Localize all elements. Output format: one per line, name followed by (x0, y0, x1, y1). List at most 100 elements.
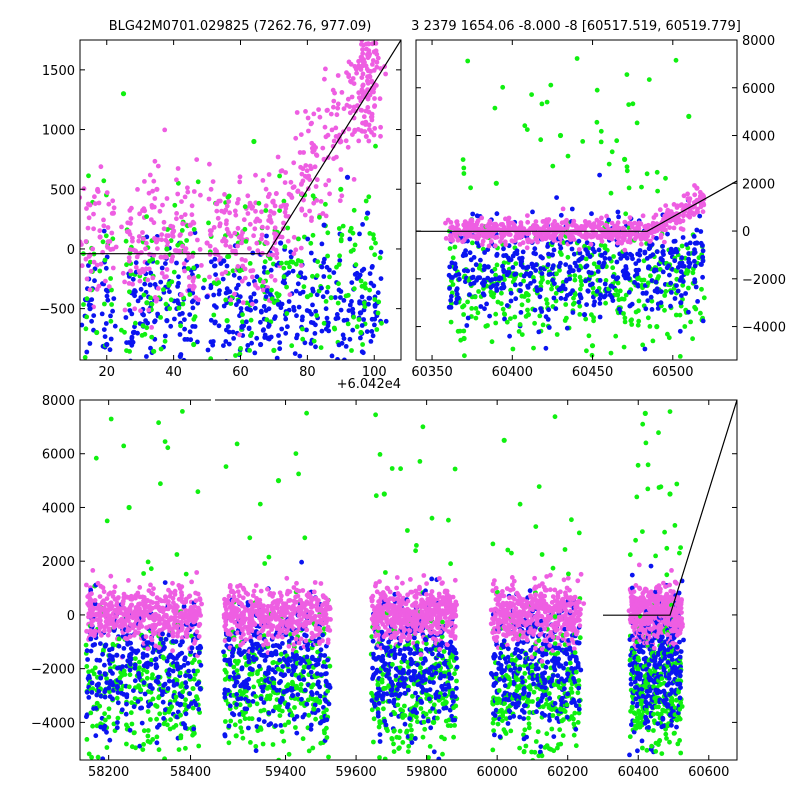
x-tick-label: 60450 (572, 365, 613, 380)
x-ticks-top-left: 20 40 60 80 100 (98, 40, 387, 380)
data-point-blue (694, 240, 700, 246)
data-point-blue (87, 306, 93, 312)
data-point-blue (278, 240, 284, 246)
data-point-green (381, 491, 387, 497)
data-point-green (525, 312, 532, 318)
x-tick-label: 60350 (411, 365, 452, 380)
x-offset-label: +6.042e4 (337, 377, 401, 392)
data-point-green (94, 329, 100, 336)
data-point-magenta (547, 607, 553, 613)
data-point-magenta (638, 221, 644, 227)
data-point-green (622, 156, 628, 162)
x-tick-label: 60500 (652, 365, 693, 380)
data-point-magenta (271, 210, 277, 216)
y-tick-label: 6000 (42, 448, 75, 463)
data-point-magenta (137, 270, 143, 276)
data-point-green (191, 341, 197, 348)
x-tick-label: 60 (232, 365, 249, 380)
data-point-magenta (388, 609, 394, 615)
data-point-magenta (97, 234, 103, 240)
data-point-blue (290, 692, 296, 699)
data-point-green (501, 437, 507, 443)
data-point-blue (130, 329, 137, 336)
y-ticks-top-left: −500 0 500 1000 1500 (39, 64, 401, 318)
data-point-green (275, 478, 282, 484)
y-tick-label: 8000 (42, 394, 75, 409)
data-point-magenta (187, 222, 193, 228)
data-point-magenta (254, 216, 260, 222)
point-cloud (80, 40, 389, 360)
data-point-magenta (318, 617, 324, 623)
data-point-blue (365, 210, 371, 216)
data-point-magenta (282, 604, 289, 610)
data-point-blue (565, 671, 571, 677)
y-tick-label: 6000 (742, 82, 775, 97)
data-point-blue (177, 353, 183, 359)
data-point-magenta (237, 234, 244, 240)
data-point-green (126, 504, 132, 511)
y-tick-label: 2000 (742, 177, 775, 192)
data-point-blue (155, 679, 161, 685)
x-tick-label: 59600 (335, 765, 376, 780)
data-point-green (251, 138, 257, 145)
data-point-green (558, 706, 564, 712)
data-point-blue (581, 312, 588, 318)
data-point-blue (344, 174, 351, 180)
y-tick-label: 0 (742, 225, 750, 240)
x-tick-label: 59400 (265, 765, 306, 780)
data-point-blue (104, 341, 110, 348)
y-tick-label: 0 (67, 243, 75, 258)
data-point-magenta (87, 252, 93, 258)
data-point-magenta (154, 186, 160, 192)
data-point-green (667, 491, 673, 497)
y-tick-label: −2000 (31, 663, 75, 678)
x-tick-label: 80 (299, 365, 316, 380)
data-point-magenta (147, 615, 153, 621)
point-cloud (443, 56, 707, 360)
data-point-magenta (247, 612, 253, 618)
y-tick-label: −4000 (31, 716, 75, 731)
data-point-blue (258, 341, 264, 348)
data-point-blue (646, 264, 652, 270)
data-point-magenta (642, 615, 648, 621)
point-cloud (83, 409, 686, 760)
x-tick-label: 58400 (170, 765, 211, 780)
data-point-blue (549, 252, 556, 258)
data-point-green (224, 318, 230, 324)
data-point-magenta (448, 233, 454, 239)
panel-top-right: 3 2379 1654.06 -8.000 -8 [60517.519, 605… (411, 19, 786, 380)
data-point-green (642, 410, 648, 416)
data-point-green (686, 113, 692, 119)
data-point-blue (614, 276, 620, 282)
data-point-blue (114, 652, 120, 658)
model-line-top-right (416, 180, 737, 232)
data-point-green (338, 186, 344, 192)
data-point-magenta (304, 174, 310, 180)
data-point-green (144, 300, 150, 306)
data-point-green (167, 706, 173, 712)
data-point-green (120, 91, 127, 97)
chart-title-top-right: 3 2379 1654.06 -8.000 -8 [60517.519, 605… (411, 19, 741, 34)
y-tick-label: 0 (67, 609, 75, 624)
y-tick-label: 1500 (42, 64, 75, 79)
scatter-points-top-right (443, 56, 707, 360)
data-point-magenta (509, 226, 515, 232)
data-point-green (164, 246, 170, 252)
data-point-blue (485, 264, 491, 270)
data-point-magenta (694, 185, 700, 191)
x-tick-label: 20 (98, 365, 115, 380)
y-tick-label: −2000 (742, 273, 786, 288)
x-tick-label: 59800 (406, 765, 447, 780)
data-point-blue (318, 652, 324, 658)
data-point-blue (247, 666, 253, 672)
data-point-blue (441, 660, 447, 666)
data-point-green (304, 294, 310, 300)
data-point-blue (204, 294, 210, 300)
data-point-blue (653, 687, 659, 693)
panel-bottom: 58200 58400 59400 59600 59800 60000 60200 60400… (31, 394, 738, 780)
data-point-blue (517, 288, 523, 294)
data-point-blue (147, 282, 153, 288)
data-point-magenta (371, 49, 377, 55)
data-point-magenta (512, 612, 518, 618)
data-point-magenta (171, 228, 177, 234)
